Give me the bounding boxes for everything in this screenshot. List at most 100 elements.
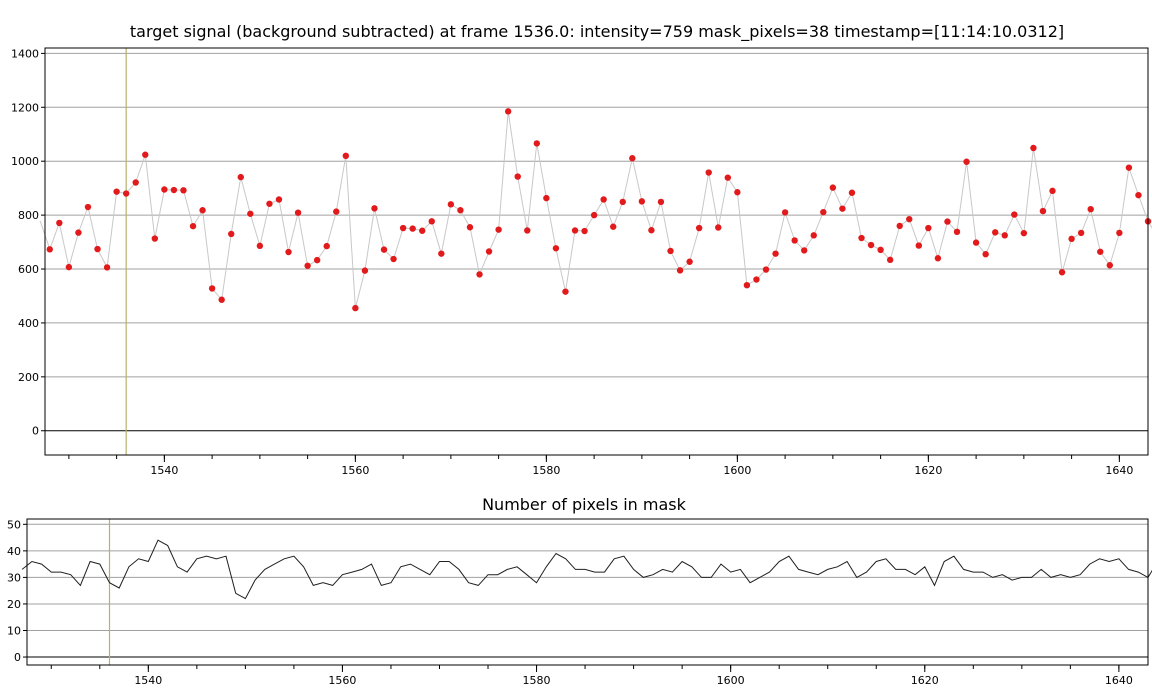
intensity-marker bbox=[571, 227, 579, 234]
intensity-marker bbox=[1125, 164, 1133, 171]
intensity-marker bbox=[619, 198, 626, 206]
intensity-marker bbox=[1097, 248, 1104, 255]
intensity-grid bbox=[45, 52, 1148, 432]
mask-pixels-plot: Number of pixels in mask 0 10 20 30 40 50 154… bbox=[7, 495, 1152, 687]
intensity-marker bbox=[56, 219, 63, 227]
intensity-marker bbox=[848, 189, 856, 196]
intensity-marker bbox=[409, 225, 416, 232]
intensity-marker bbox=[600, 196, 607, 203]
intensity-marker bbox=[581, 227, 588, 235]
intensity-series-points bbox=[46, 108, 1152, 312]
intensity-marker bbox=[161, 186, 168, 193]
intensity-marker bbox=[228, 230, 235, 238]
p1-y-tick-label: 200 bbox=[18, 371, 39, 384]
intensity-marker bbox=[533, 140, 541, 147]
intensity-marker bbox=[524, 227, 531, 234]
intensity-marker bbox=[944, 218, 951, 225]
mask-pixels-y-axis: 0 10 20 30 40 50 bbox=[7, 518, 27, 664]
intensity-marker bbox=[1049, 187, 1056, 195]
intensity-marker bbox=[323, 242, 330, 250]
intensity-marker bbox=[266, 200, 273, 207]
intensity-marker bbox=[877, 246, 884, 254]
intensity-marker bbox=[75, 229, 82, 236]
p2-y-tick-label: 20 bbox=[7, 598, 21, 611]
intensity-marker bbox=[839, 205, 846, 212]
intensity-marker bbox=[84, 203, 92, 211]
p1-y-tick-label: 1200 bbox=[11, 101, 39, 114]
intensity-marker bbox=[218, 296, 225, 303]
intensity-marker bbox=[810, 232, 817, 239]
intensity-marker bbox=[428, 218, 435, 225]
intensity-marker bbox=[1087, 205, 1094, 213]
p2-x-tick-label: 1620 bbox=[911, 674, 939, 687]
mask-pixels-plot-frame bbox=[26, 518, 1149, 666]
intensity-marker bbox=[485, 248, 493, 255]
intensity-marker bbox=[543, 194, 550, 202]
intensity-marker bbox=[65, 263, 73, 271]
intensity-marker bbox=[963, 158, 970, 165]
intensity-marker bbox=[648, 227, 655, 234]
intensity-marker bbox=[1020, 229, 1028, 237]
intensity-marker bbox=[972, 239, 980, 246]
intensity-marker bbox=[285, 248, 292, 256]
mask-pixels-grid bbox=[27, 523, 1148, 658]
intensity-plot: target signal (background subtracted) at… bbox=[11, 22, 1152, 477]
intensity-marker bbox=[829, 184, 837, 191]
intensity-marker bbox=[1039, 207, 1047, 215]
p2-x-tick-label: 1600 bbox=[717, 674, 745, 687]
intensity-marker bbox=[552, 245, 560, 252]
intensity-marker bbox=[476, 271, 483, 278]
intensity-marker bbox=[925, 224, 932, 232]
intensity-marker bbox=[142, 151, 149, 158]
intensity-marker bbox=[419, 227, 426, 234]
intensity-marker bbox=[361, 267, 369, 274]
intensity-marker bbox=[304, 262, 311, 269]
p1-y-tick-label: 1400 bbox=[11, 47, 39, 60]
intensity-marker bbox=[743, 281, 751, 289]
intensity-marker bbox=[686, 258, 693, 265]
intensity-marker bbox=[514, 173, 521, 180]
intensity-marker bbox=[772, 250, 779, 257]
intensity-marker bbox=[333, 208, 340, 215]
intensity-plot-frame bbox=[44, 47, 1149, 456]
intensity-marker bbox=[982, 250, 989, 258]
intensity-marker bbox=[562, 288, 569, 295]
intensity-marker bbox=[103, 264, 111, 271]
p1-y-tick-label: 600 bbox=[18, 263, 39, 276]
p2-y-tick-label: 50 bbox=[7, 518, 21, 531]
intensity-marker bbox=[705, 169, 712, 176]
intensity-marker bbox=[657, 198, 665, 206]
intensity-marker bbox=[294, 209, 302, 216]
intensity-marker bbox=[495, 226, 502, 233]
intensity-marker bbox=[208, 285, 216, 292]
p1-y-tick-label: 0 bbox=[32, 425, 39, 438]
intensity-marker bbox=[1011, 211, 1018, 218]
intensity-marker bbox=[371, 205, 378, 212]
intensity-marker bbox=[762, 266, 770, 273]
intensity-marker bbox=[342, 152, 350, 160]
intensity-marker bbox=[934, 255, 942, 262]
intensity-marker bbox=[189, 222, 197, 230]
intensity-series-line bbox=[39, 111, 1152, 309]
intensity-marker bbox=[724, 174, 732, 181]
intensity-marker bbox=[504, 108, 512, 115]
intensity-marker bbox=[180, 187, 187, 194]
intensity-marker bbox=[438, 250, 445, 257]
intensity-marker bbox=[867, 241, 875, 249]
p2-y-tick-label: 10 bbox=[7, 624, 21, 637]
intensity-marker bbox=[466, 224, 474, 231]
intensity-marker bbox=[906, 215, 913, 223]
intensity-marker bbox=[380, 246, 388, 253]
intensity-marker bbox=[1058, 269, 1066, 276]
p1-y-tick-label: 1000 bbox=[11, 155, 39, 168]
intensity-marker bbox=[676, 267, 684, 274]
p1-x-tick-label: 1600 bbox=[723, 464, 751, 477]
mask-pixels-plot-title: Number of pixels in mask bbox=[482, 495, 687, 514]
intensity-marker bbox=[237, 173, 244, 181]
p1-x-tick-label: 1540 bbox=[150, 464, 178, 477]
intensity-marker bbox=[122, 190, 130, 197]
intensity-marker bbox=[590, 211, 598, 219]
intensity-marker bbox=[275, 196, 283, 203]
intensity-marker bbox=[1068, 235, 1075, 243]
